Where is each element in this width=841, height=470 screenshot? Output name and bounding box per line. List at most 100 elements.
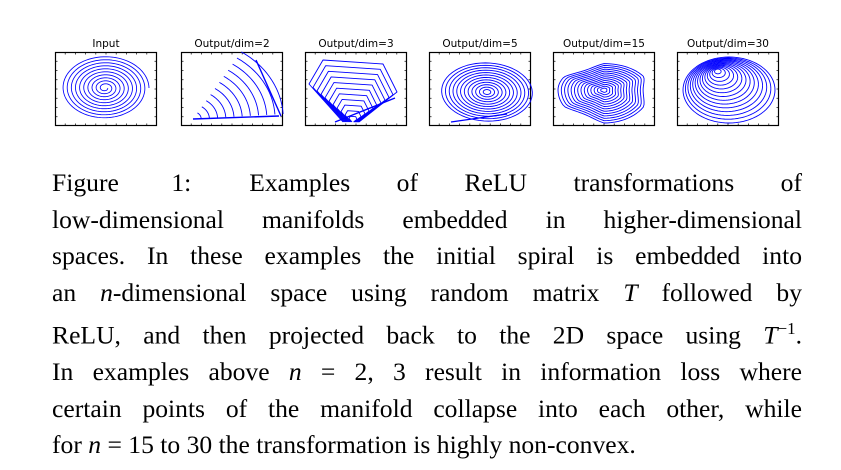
nested-curve (482, 89, 492, 95)
nested-curve (479, 86, 495, 98)
caption-line: an n-dimensional space using random matr… (52, 275, 802, 312)
caption-text: . (795, 320, 802, 350)
nested-curve (441, 62, 533, 122)
panel-title: Output/dim=3 (318, 38, 394, 50)
nested-curve (560, 65, 642, 122)
math-n: n (288, 357, 302, 387)
plot-dim5 (428, 51, 533, 127)
nested-curve (570, 70, 634, 115)
arc-curve (241, 51, 284, 115)
nested-curve (699, 63, 747, 97)
arc-curve (214, 88, 235, 117)
caption-line: Figure 1: Examples of ReLU transformation… (52, 165, 802, 202)
arc-curve (219, 82, 243, 117)
caption-text: = 2, 3 result in information loss where (301, 357, 802, 387)
caption-line: certain points of the manifold collapse … (52, 393, 802, 423)
panel-dim15: Output/dim=15 (548, 38, 660, 130)
nested-curve (577, 74, 628, 110)
caption-text: In examples above (52, 357, 289, 387)
nested-curve (557, 63, 645, 124)
panel-dim3: Output/dim=3 (300, 38, 412, 130)
nested-curve (694, 61, 755, 105)
nested-curve (709, 66, 730, 82)
caption-text: Examples of ReLU transformations of (249, 168, 802, 197)
caption-text: -dimensional space using random matrix (112, 277, 624, 307)
panel-input: Input (50, 38, 162, 130)
panel-title: Output/dim=15 (563, 38, 645, 50)
nested-curve (471, 81, 503, 103)
nested-curve (706, 65, 735, 86)
arc-curve (205, 100, 219, 118)
nested-curve (692, 60, 759, 109)
spiral-curve (62, 56, 150, 119)
nested-curve (714, 68, 722, 75)
nested-curve (564, 66, 639, 119)
nested-curve (697, 62, 751, 101)
nested-curve (573, 72, 631, 112)
caption-line: low-dimensional manifolds embedded in hi… (52, 204, 802, 234)
nested-curve (590, 82, 616, 100)
caption-text: ReLU, and then projected back to the 2D … (52, 320, 764, 350)
math-T: T (763, 320, 778, 350)
nested-curve (600, 87, 608, 93)
nested-curve (583, 78, 622, 105)
caption-text: = 15 to 30 the transformation is highly … (101, 430, 636, 460)
arc-curve (232, 63, 268, 115)
plot-input (54, 51, 158, 127)
arc-curve (201, 106, 210, 119)
plot-dim30 (676, 51, 780, 127)
figure-label: Figure 1: (52, 168, 192, 197)
collapse-line (450, 113, 508, 123)
panel-dim5: Output/dim=5 (424, 38, 536, 130)
math-n: n (100, 277, 113, 307)
nested-curve (456, 72, 518, 112)
plot-dim3 (304, 51, 408, 127)
caption-text: followed by (637, 277, 803, 307)
arc-curve (197, 112, 202, 119)
caption-line: for n = 15 to 30 the transformation is h… (52, 427, 802, 464)
nested-curve (689, 59, 764, 113)
nested-curve (452, 69, 522, 115)
nested-curve (475, 84, 499, 100)
nested-curve (448, 67, 526, 117)
arc-curve (210, 94, 227, 118)
nested-curve (593, 83, 614, 98)
nested-curve (467, 79, 507, 105)
nested-curve (596, 85, 611, 96)
nested-curve (701, 63, 743, 94)
panel-title: Input (92, 38, 120, 50)
collapse-line (334, 97, 396, 123)
caption-text: an (52, 277, 101, 307)
math-n: n (88, 430, 102, 460)
nested-curve (580, 76, 625, 107)
nested-curve (460, 74, 514, 110)
plot-dim2 (180, 51, 284, 127)
arc-curve (236, 57, 276, 115)
panel-dim2: Output/dim=2 (176, 38, 288, 130)
nested-curve (324, 82, 382, 123)
arc-curve (223, 75, 251, 116)
caption-line: ReLU, and then projected back to the 2D … (52, 311, 802, 354)
nested-curve (312, 65, 394, 123)
caption-text: for (52, 430, 89, 460)
math-superscript: −1 (777, 319, 796, 338)
nested-curve (587, 80, 619, 103)
nested-curve (308, 59, 398, 123)
figure-panels: Input Output/dim=2 Output/dim=3 Output/d… (50, 38, 790, 130)
panel-title: Output/dim=5 (442, 38, 518, 50)
caption-line: In examples above n = 2, 3 result in inf… (52, 354, 802, 391)
plot-dim15 (552, 51, 656, 127)
arc-curve (227, 69, 259, 116)
collapse-line (192, 115, 280, 120)
math-T: T (623, 277, 638, 307)
nested-curve (684, 57, 772, 120)
panel-title: Output/dim=2 (194, 38, 270, 50)
nested-curve (704, 64, 739, 90)
caption-line: spaces. In these examples the initial sp… (52, 241, 802, 270)
nested-curve (682, 56, 776, 124)
panel-dim30: Output/dim=30 (672, 38, 784, 130)
nested-curve (711, 67, 726, 79)
nested-curve (567, 68, 636, 117)
figure-caption: Figure 1: Examples of ReLU transformation… (52, 165, 802, 464)
nested-curve (463, 76, 511, 108)
